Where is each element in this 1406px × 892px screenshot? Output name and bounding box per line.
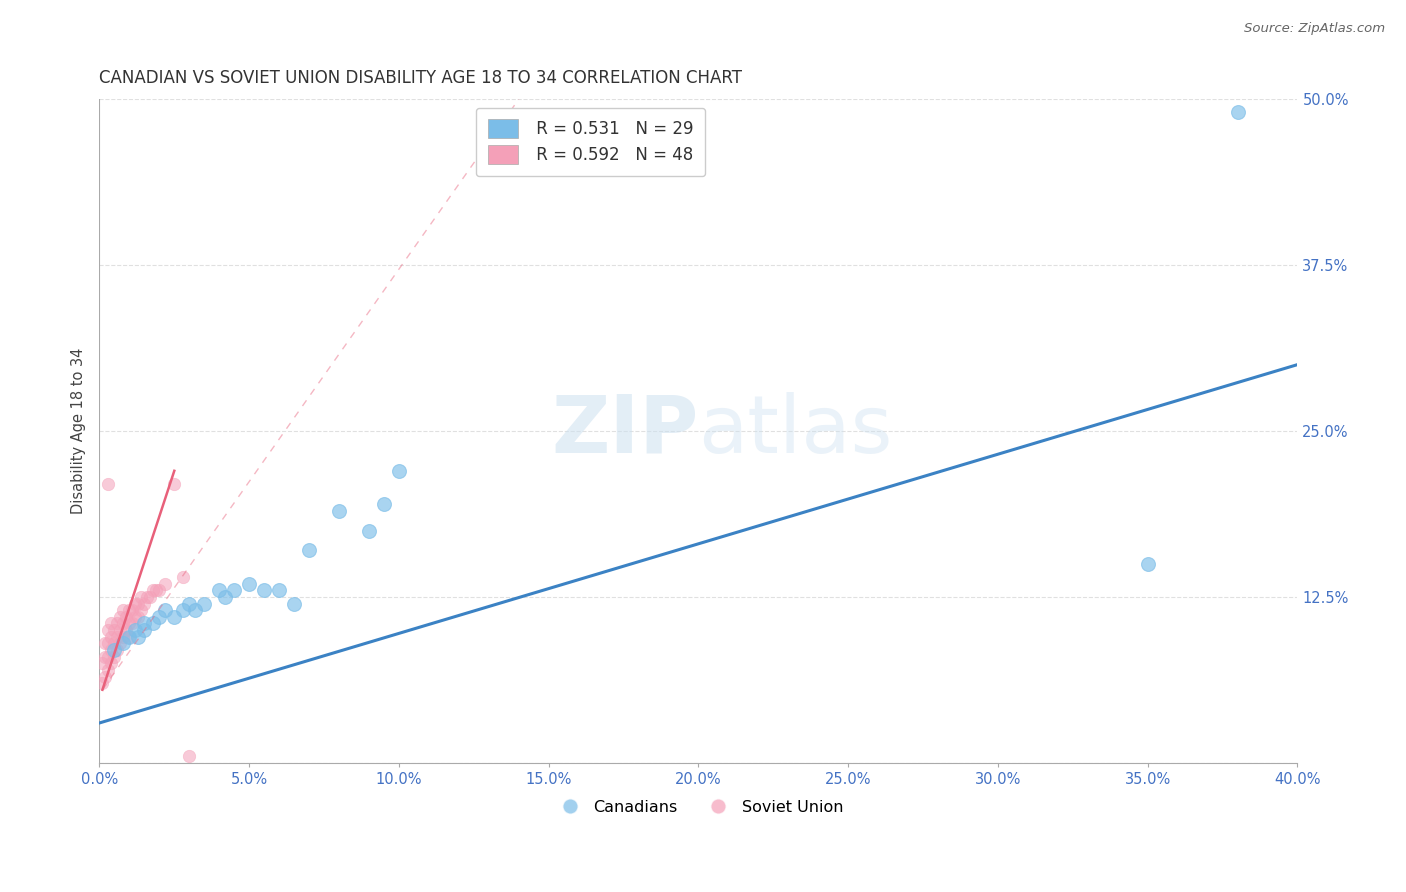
Point — [139, 590, 162, 604]
Point — [145, 583, 167, 598]
Legend: Canadians, Soviet Union: Canadians, Soviet Union — [547, 793, 849, 822]
Point — [118, 616, 141, 631]
Point — [97, 649, 120, 664]
Point — [1226, 105, 1249, 120]
Point — [118, 603, 141, 617]
Point — [155, 603, 177, 617]
Point — [97, 477, 120, 491]
Point — [118, 630, 141, 644]
Point — [91, 657, 114, 671]
Point — [163, 477, 186, 491]
Point — [97, 623, 120, 637]
Point — [107, 643, 129, 657]
Point — [179, 597, 201, 611]
Point — [91, 676, 114, 690]
Point — [214, 590, 236, 604]
Point — [124, 623, 146, 637]
Point — [155, 576, 177, 591]
Point — [134, 597, 156, 611]
Point — [103, 623, 125, 637]
Point — [124, 609, 146, 624]
Point — [148, 609, 170, 624]
Point — [103, 636, 125, 650]
Point — [112, 616, 135, 631]
Point — [115, 609, 138, 624]
Point — [107, 630, 129, 644]
Point — [136, 590, 159, 604]
Point — [172, 603, 194, 617]
Point — [283, 597, 305, 611]
Point — [357, 524, 380, 538]
Point — [134, 616, 156, 631]
Point — [298, 543, 321, 558]
Point — [94, 669, 117, 683]
Point — [112, 630, 135, 644]
Text: ZIP: ZIP — [551, 392, 699, 470]
Text: CANADIAN VS SOVIET UNION DISABILITY AGE 18 TO 34 CORRELATION CHART: CANADIAN VS SOVIET UNION DISABILITY AGE … — [100, 69, 742, 87]
Point — [269, 583, 291, 598]
Point — [127, 609, 149, 624]
Point — [253, 583, 276, 598]
Point — [97, 636, 120, 650]
Point — [131, 590, 153, 604]
Point — [112, 636, 135, 650]
Point — [172, 570, 194, 584]
Point — [110, 623, 132, 637]
Point — [100, 630, 122, 644]
Point — [94, 636, 117, 650]
Text: atlas: atlas — [699, 392, 893, 470]
Point — [142, 583, 165, 598]
Point — [127, 597, 149, 611]
Point — [107, 616, 129, 631]
Point — [224, 583, 246, 598]
Point — [163, 609, 186, 624]
Point — [1136, 557, 1159, 571]
Point — [100, 643, 122, 657]
Point — [100, 657, 122, 671]
Point — [100, 616, 122, 631]
Point — [124, 597, 146, 611]
Point — [388, 464, 411, 478]
Point — [110, 636, 132, 650]
Point — [142, 616, 165, 631]
Point — [179, 749, 201, 764]
Point — [238, 576, 260, 591]
Y-axis label: Disability Age 18 to 34: Disability Age 18 to 34 — [72, 348, 86, 514]
Point — [193, 597, 215, 611]
Point — [148, 583, 170, 598]
Point — [184, 603, 207, 617]
Point — [103, 643, 125, 657]
Point — [127, 630, 149, 644]
Point — [208, 583, 231, 598]
Point — [121, 603, 143, 617]
Point — [121, 616, 143, 631]
Point — [97, 663, 120, 677]
Point — [131, 603, 153, 617]
Point — [115, 623, 138, 637]
Point — [118, 630, 141, 644]
Point — [103, 649, 125, 664]
Point — [373, 497, 395, 511]
Point — [110, 609, 132, 624]
Point — [94, 649, 117, 664]
Text: Source: ZipAtlas.com: Source: ZipAtlas.com — [1244, 22, 1385, 36]
Point — [112, 603, 135, 617]
Point — [328, 503, 350, 517]
Point — [134, 623, 156, 637]
